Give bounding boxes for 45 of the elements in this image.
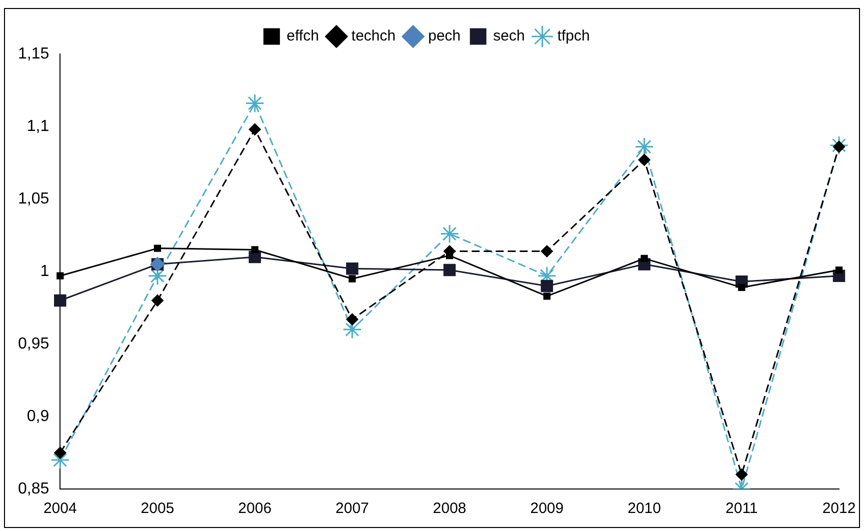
point xyxy=(348,275,356,282)
y-tick-label: 0,85 xyxy=(18,480,50,498)
point xyxy=(440,224,460,244)
point xyxy=(248,123,261,136)
legend-label: effch xyxy=(286,28,319,45)
legend-label: tfpch xyxy=(557,28,590,45)
point xyxy=(443,264,456,276)
point xyxy=(638,154,650,166)
point xyxy=(738,284,746,292)
point xyxy=(251,246,258,254)
point xyxy=(829,136,849,155)
point xyxy=(56,272,64,280)
x-tick-label: 2010 xyxy=(628,500,661,518)
y-tick-label: 0,9 xyxy=(26,408,50,425)
x-tick-label: 2007 xyxy=(336,500,369,518)
point xyxy=(54,446,66,459)
point xyxy=(346,262,358,275)
point xyxy=(54,294,66,307)
y-tick-label: 1 xyxy=(40,262,50,280)
x-tick-label: 2004 xyxy=(43,500,77,518)
point xyxy=(543,292,551,300)
point xyxy=(634,137,654,156)
x-tick-label: 2008 xyxy=(432,500,466,518)
point xyxy=(833,140,845,153)
point xyxy=(152,294,164,306)
legend-label: techch xyxy=(351,28,396,45)
x-tick-label: 2012 xyxy=(822,500,856,518)
point xyxy=(835,266,843,274)
point xyxy=(736,468,748,480)
x-tick-label: 2005 xyxy=(140,500,174,518)
y-tick-label: 0,95 xyxy=(18,335,50,352)
legend-label: sech xyxy=(493,28,525,45)
point xyxy=(640,254,648,262)
point xyxy=(346,313,358,326)
x-tick-label: 2011 xyxy=(726,500,758,518)
point xyxy=(540,280,554,292)
point xyxy=(154,244,162,252)
y-tick-label: 1,1 xyxy=(26,118,50,135)
y-tick-label: 1,15 xyxy=(18,45,50,62)
x-tick-label: 2006 xyxy=(238,500,272,518)
point xyxy=(540,245,553,258)
x-tick-label: 2009 xyxy=(530,500,564,518)
y-tick-label: 1,05 xyxy=(18,190,50,208)
point xyxy=(245,94,264,113)
legend-label: pech xyxy=(428,28,461,45)
